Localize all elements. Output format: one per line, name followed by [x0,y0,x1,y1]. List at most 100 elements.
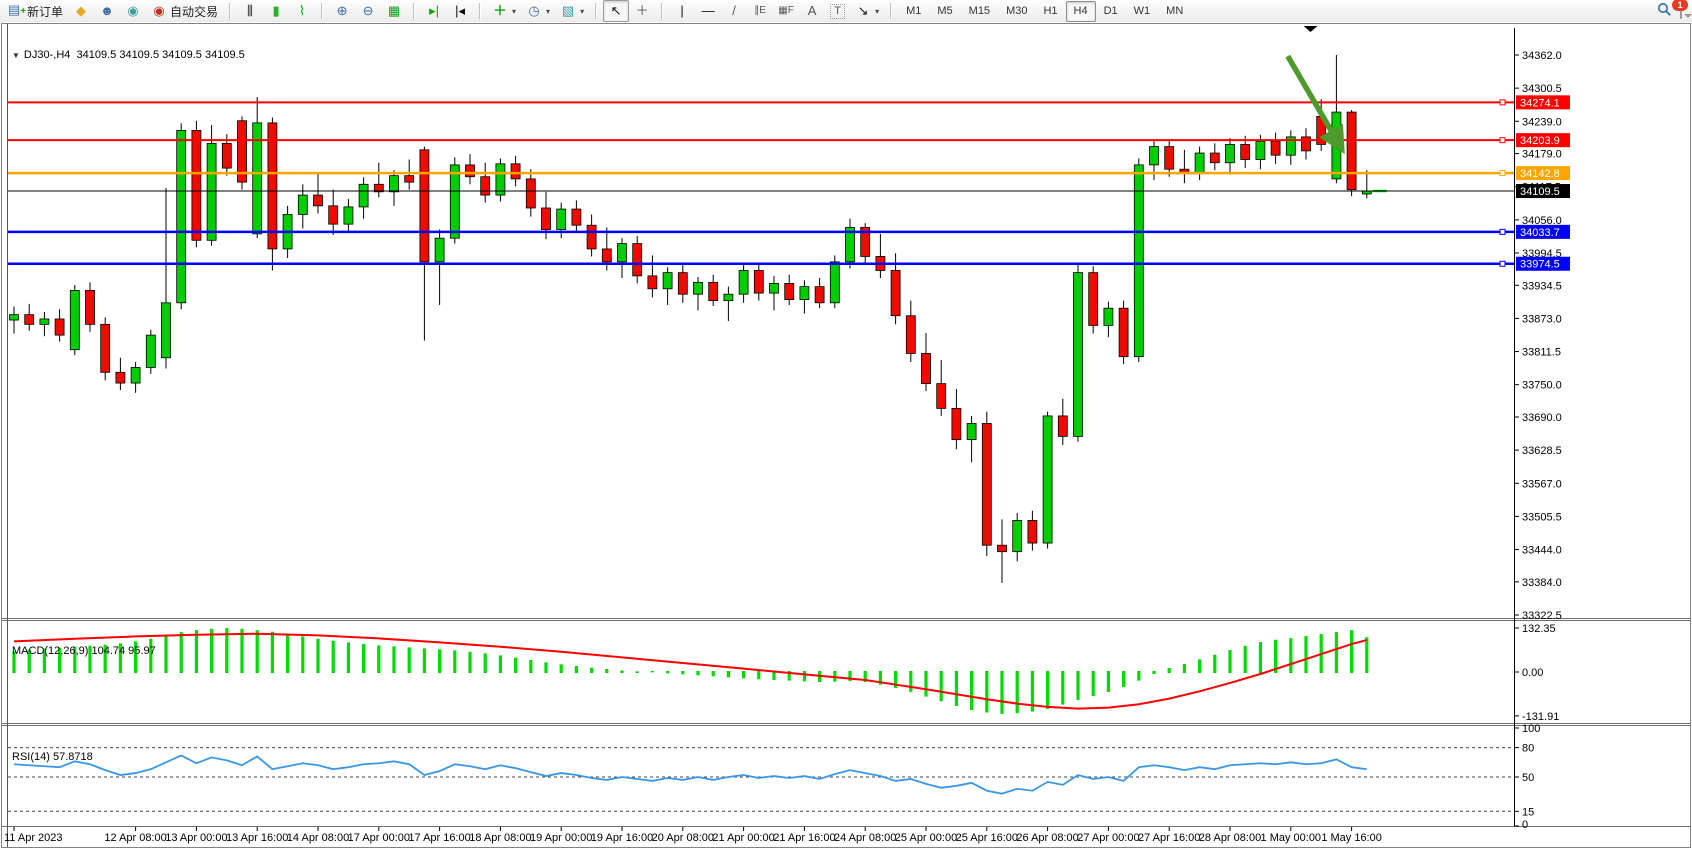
cursor-icon: ↖ [610,3,622,18]
chart-canvas[interactable]: 34362.034300.534239.034179.034117.534056… [0,22,1692,851]
date-axis-label: 25 Apr 16:00 [956,832,1018,844]
timeframe-m1-button[interactable]: M1 [906,5,922,17]
price-line-badge-label: 34203.9 [1520,135,1560,147]
timeframe-m15-button[interactable]: M15 [968,5,991,17]
signals-button[interactable]: ◉ [120,0,146,22]
chevron-down-icon: ▾ [580,6,585,16]
chart-shift-marker[interactable] [1303,26,1318,32]
templates-icon: ▧ [561,3,575,18]
bar-chart-button[interactable]: ⫼ [237,0,263,22]
line-anchor-handle[interactable] [1499,228,1506,235]
horizontal-line-button[interactable]: — [695,0,721,22]
timeframe-m5-button[interactable]: M5 [937,5,953,17]
arrow-annotation[interactable] [1285,54,1345,155]
channel-button[interactable]: ∥E [747,0,773,22]
text-label-button[interactable]: T [825,0,850,22]
chart-shift-button[interactable]: |◂ [447,0,473,22]
toolbar-separator [890,3,893,19]
chevron-down-icon: ▾ [512,6,517,16]
line-chart-icon: ⌇ [298,3,306,18]
symbol-period: DJ30-,H4 [23,49,71,61]
tile-windows-icon: ▦ [387,3,401,18]
search-icon [1658,3,1671,16]
toolbar-separator [479,3,482,19]
timeframe-mn-button[interactable]: MN [1166,5,1184,17]
autotrading-button[interactable]: ◉ 自动交易 [146,0,223,22]
timeframe-m30-button[interactable]: M30 [1006,5,1028,17]
date-axis-label: 24 Apr 08:00 [834,832,896,844]
toolbar-separator [595,3,598,19]
line-chart-button[interactable]: ⌇ [289,0,315,22]
price-line-badge-label: 34033.7 [1520,227,1560,239]
periods-button[interactable]: ◷ ▾ [521,0,555,22]
zoom-in-icon: ⊕ [336,3,348,18]
search-button[interactable] [1657,2,1672,20]
price-axis-tick: 33628.5 [1522,445,1562,457]
autotrading-label: 自动交易 [170,4,219,19]
toolbar-separator [661,3,664,19]
price-axis-tick: 33322.5 [1522,610,1562,622]
price-line-badge [1516,184,1570,199]
date-axis-label: 28 Apr 08:00 [1199,832,1261,844]
rsi-indicator-label: RSI(14) 57.8718 [12,751,93,763]
cursor-button[interactable]: ↖ [603,0,630,22]
expert-advisors-button[interactable]: ◆ [68,0,94,22]
notifications-button[interactable]: 1 [1672,0,1688,19]
main-toolbar: ▤+ 新订单 ◆ ☻ ◉ ◉ 自动交易 ⫼ ▮ ⌇ ⊕ ⊖ ▦ ▸| |◂ ＋ ▾… [0,0,1692,23]
date-axis-label: 1 May 00:00 [1261,832,1322,844]
new-order-button[interactable]: ▤+ 新订单 [3,0,68,22]
date-axis-label: 12 Apr 08:00 [104,832,166,844]
indicators-button[interactable]: ＋ ▾ [487,0,521,22]
collapse-icon: ▼ [12,51,20,60]
macd-axis-tick: 0.00 [1522,667,1543,679]
date-axis-label: 13 Apr 16:00 [226,832,288,844]
text-button[interactable]: A [799,0,825,22]
timeframe-group: M1 M5 M15 M30 H1 H4 D1 W1 MN [895,0,1194,22]
line-anchor-handle[interactable] [1499,260,1506,267]
price-axis-tick: 33384.0 [1522,577,1562,589]
timeframe-w1-button[interactable]: W1 [1133,5,1151,17]
indicators-icon: ＋ [493,3,507,18]
timeframe-h4-button[interactable]: H4 [1065,0,1096,22]
vertical-line-button[interactable]: | [669,0,695,22]
vertical-line-icon: | [680,3,684,18]
chart-shift-icon: |◂ [455,3,465,18]
auto-scroll-button[interactable]: ▸| [421,0,447,22]
line-anchor-handle[interactable] [1499,170,1506,177]
templates-button[interactable]: ▧ ▾ [555,0,589,22]
expert-advisors-icon: ◆ [76,3,87,18]
price-line-badge-label: 34142.8 [1520,168,1560,180]
trendline-button[interactable]: / [721,0,747,22]
arrows-tool-icon: ↘ [857,3,869,18]
fibonacci-button[interactable]: ▦F [773,0,799,22]
date-axis-label: 21 Apr 00:00 [712,832,774,844]
date-axis-label: 11 Apr 2023 [4,832,63,844]
clock-icon: ◷ [528,3,540,18]
toolbar-separator [229,3,232,19]
timeframe-h1-button[interactable]: H1 [1043,5,1058,17]
crosshair-button[interactable]: ＋ [629,0,655,22]
zoom-out-button[interactable]: ⊖ [355,0,381,22]
tile-windows-button[interactable]: ▦ [381,0,407,22]
rsi-axis-tick: 50 [1522,772,1534,784]
line-anchor-handle[interactable] [1499,99,1506,106]
price-axis-tick: 34362.0 [1522,50,1562,62]
zoom-in-button[interactable]: ⊕ [329,0,355,22]
price-axis-tick: 34300.5 [1522,83,1562,95]
price-axis-tick: 33505.5 [1522,511,1562,523]
new-order-label: 新订单 [27,4,64,19]
bar-chart-icon: ⫼ [247,3,254,18]
date-axis-label: 27 Apr 16:00 [1138,832,1200,844]
price-line-badge-label: 34109.5 [1520,186,1560,198]
timeframe-d1-button[interactable]: D1 [1103,5,1118,17]
toolbar-separator [321,3,324,19]
community-button[interactable]: ☻ [94,0,120,22]
candlestick-chart-button[interactable]: ▮ [263,0,289,22]
line-anchor-handle[interactable] [1499,137,1506,144]
price-line-badge [1516,224,1570,239]
date-axis-label: 20 Apr 08:00 [652,832,714,844]
macd-axis-tick: 132.35 [1522,623,1556,635]
price-axis-tick: 33567.0 [1522,478,1562,490]
macd-pane [12,628,1369,714]
arrows-tool-button[interactable]: ↘ ▾ [850,0,884,22]
